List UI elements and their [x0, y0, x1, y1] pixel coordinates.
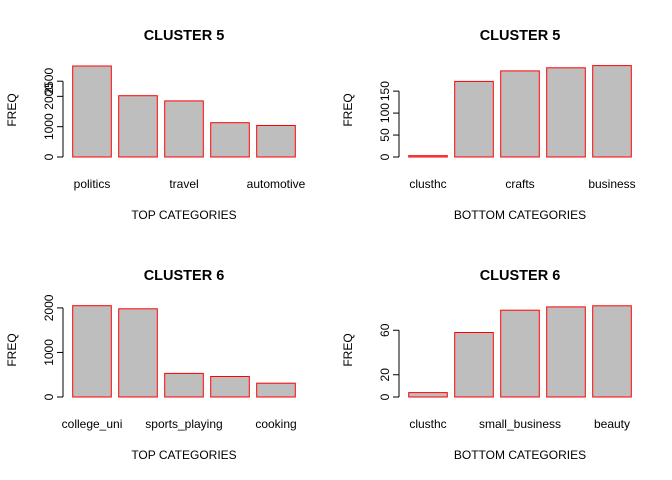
y-tick-label: 2000: [42, 83, 56, 110]
bar-1: [72, 305, 112, 398]
y-tick-label: 100: [378, 103, 392, 123]
x-axis-label: TOP CATEGORIES: [131, 208, 236, 222]
x-tick-label: business: [588, 177, 635, 191]
bar-4: [546, 306, 586, 398]
bar-4: [210, 376, 250, 398]
x-tick-label: politics: [74, 177, 111, 191]
bar-2: [454, 332, 494, 398]
chart-panel-3: CLUSTER 6 college_uni sports_playing cookin…: [5, 268, 297, 462]
bar-1: [408, 392, 448, 398]
y-tick-label: 50: [378, 128, 392, 142]
chart-panel-2: CLUSTER 5 clusthc crafts business 0 50 100 150 F…: [341, 28, 636, 222]
y-axis-label: FREQ: [341, 333, 355, 366]
bar-5: [592, 65, 632, 158]
y-axis-label: FREQ: [5, 333, 19, 366]
x-tick-label: clusthc: [409, 177, 446, 191]
bar-3: [164, 100, 204, 158]
x-tick-label: sports_playing: [145, 417, 222, 431]
chart-title: CLUSTER 6: [480, 268, 561, 284]
chart-title: CLUSTER 5: [480, 28, 561, 44]
bar-2: [454, 80, 494, 158]
bar-1: [72, 65, 112, 158]
y-tick-label: 2000: [42, 294, 56, 321]
bar-3: [164, 372, 204, 398]
y-axis-label: FREQ: [341, 93, 355, 126]
bar-2: [118, 308, 158, 398]
y-tick-label: 0: [378, 393, 392, 400]
bar-5: [256, 382, 296, 398]
x-tick-label: small_business: [479, 417, 561, 431]
y-tick-label: 1000: [42, 339, 56, 366]
x-axis-label: BOTTOM CATEGORIES: [454, 208, 586, 222]
bar-1: [408, 155, 448, 158]
x-tick-label: clusthc: [409, 417, 446, 431]
y-tick-label: 0: [42, 393, 56, 400]
chart-panel-4: CLUSTER 6 clusthc small_business beauty 0 20 6…: [341, 268, 632, 462]
x-tick-label: college_uni: [62, 417, 123, 431]
y-tick-label: 20: [378, 368, 392, 382]
bar-5: [256, 125, 296, 158]
bar-3: [500, 309, 540, 398]
bar-4: [210, 122, 250, 158]
y-axis-label: FREQ: [5, 93, 19, 126]
bar-4: [546, 67, 586, 158]
x-axis-label: TOP CATEGORIES: [131, 448, 236, 462]
x-tick-label: beauty: [594, 417, 630, 431]
x-tick-label: crafts: [505, 177, 534, 191]
x-tick-label: automotive: [247, 177, 306, 191]
bar-3: [500, 70, 540, 158]
y-tick-label: 2500: [42, 68, 56, 95]
y-tick-label: 0: [42, 153, 56, 160]
x-axis-label: BOTTOM CATEGORIES: [454, 448, 586, 462]
y-tick-label: 150: [378, 81, 392, 101]
y-tick-label: 60: [378, 323, 392, 337]
y-tick-label: 1000: [42, 113, 56, 140]
y-tick-label: 0: [378, 153, 392, 160]
x-tick-label: travel: [169, 177, 198, 191]
bar-2: [118, 95, 158, 158]
bar-5: [592, 305, 632, 398]
x-tick-label: cooking: [255, 417, 296, 431]
chart-panel-1: CLUSTER 5 politics travel automotive 0 1000 20…: [5, 28, 306, 222]
chart-title: CLUSTER 5: [144, 28, 225, 44]
chart-title: CLUSTER 6: [144, 268, 225, 284]
